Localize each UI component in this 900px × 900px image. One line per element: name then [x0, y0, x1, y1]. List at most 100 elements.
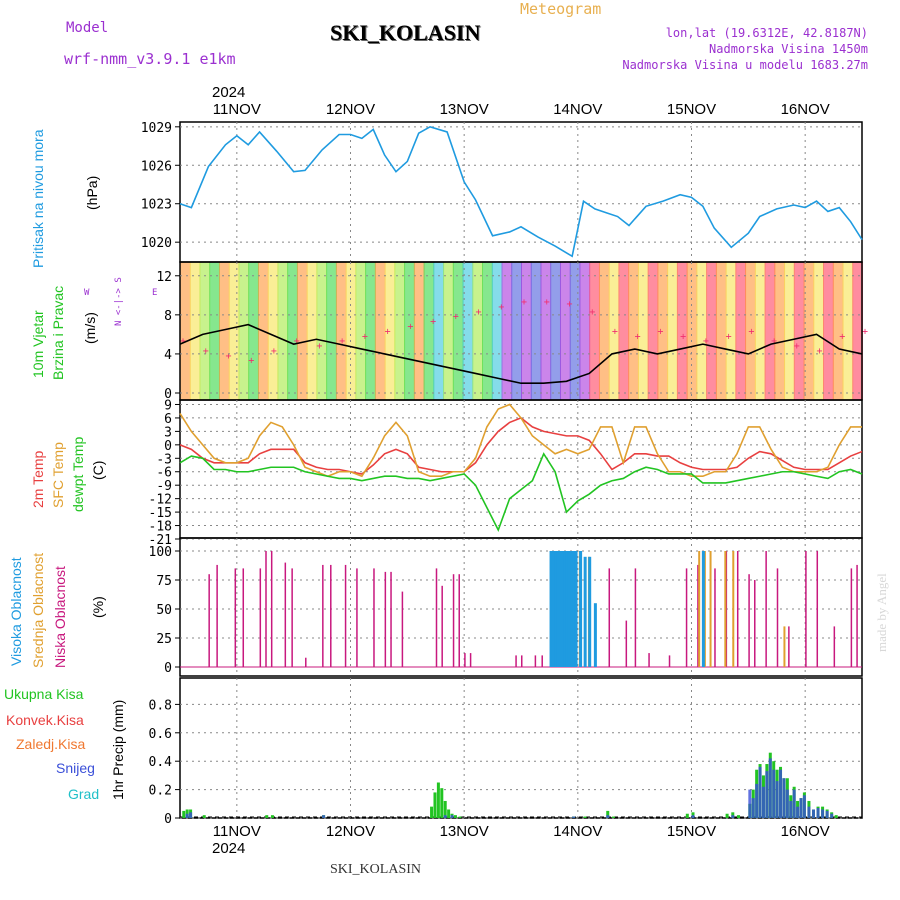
wind-compass-e: E: [152, 288, 158, 298]
mid-cloud-bar: [783, 626, 786, 667]
low-cloud-bar: [788, 626, 790, 667]
wind-barb-band: [598, 262, 610, 400]
model-name: wrf-nmm_v3.9.1 e1km: [64, 50, 236, 68]
low-cloud-bar: [259, 568, 262, 667]
direction-mark: +: [385, 326, 391, 337]
wind-barb-band: [559, 262, 571, 400]
low-cloud-bar: [736, 551, 739, 667]
wind-barb-band: [335, 262, 347, 400]
precip-total-bar: [736, 815, 740, 818]
direction-mark: +: [726, 331, 732, 342]
panel-frame-clouds: [179, 537, 863, 677]
high-cloud-bar: [565, 551, 569, 667]
low-cloud-bar: [344, 564, 347, 667]
mid-cloud-bar: [698, 551, 701, 667]
precip-snow-bar: [189, 812, 193, 818]
low-cloud-bar: [390, 571, 392, 667]
wind-barb-band: [413, 262, 425, 400]
direction-mark: +: [180, 336, 186, 347]
direction-mark: +: [794, 341, 800, 352]
direction-mark: +: [612, 326, 618, 337]
y-tick-label: -21: [149, 533, 172, 548]
year-label-bottom: 2024: [212, 840, 246, 857]
precip-snow-bar: [751, 798, 755, 818]
wind-barb-band: [296, 262, 308, 400]
y-tick-label: 1026: [141, 159, 172, 174]
wind-barb-band: [287, 262, 298, 400]
wind-barb-band: [628, 262, 639, 400]
high-cloud-bar: [593, 603, 597, 667]
precip-total-bar: [265, 815, 269, 818]
wind-barb-band: [842, 262, 854, 400]
station-title: SKI_KOLASIN: [330, 20, 481, 45]
direction-mark: +: [703, 336, 709, 347]
high-cloud-bar: [554, 551, 558, 667]
wind-barb-band: [618, 262, 630, 400]
direction-mark: +: [498, 302, 504, 313]
wind-barb-band: [374, 262, 386, 400]
precip-total-bar: [433, 792, 437, 818]
low-cloud-bar: [805, 551, 807, 667]
wind-barb-band: [793, 262, 805, 400]
temp-line-sfc: [179, 403, 862, 478]
wind-barb-band: [433, 262, 445, 400]
low-cloud-bar: [208, 574, 210, 667]
x-tick-label-bottom: 15NOV: [667, 823, 716, 840]
wind-barb-band: [667, 262, 678, 400]
high-cloud-bar: [570, 551, 574, 667]
direction-mark: +: [748, 326, 754, 337]
x-tick-label-top: 15NOV: [667, 101, 716, 118]
precip-snow-bar: [755, 783, 759, 818]
low-cloud-bar: [284, 562, 287, 667]
high-cloud-bar: [701, 551, 705, 667]
direction-mark: +: [225, 351, 231, 362]
y-tick-label: 9: [164, 398, 172, 413]
wind-barb-band: [725, 262, 737, 400]
precip-snow-bar: [691, 815, 695, 818]
direction-mark: +: [339, 336, 345, 347]
direction-mark: +: [430, 317, 436, 328]
low-cloud-bar: [464, 653, 466, 667]
low-cloud-bar: [697, 564, 699, 667]
low-cloud-bar: [541, 655, 543, 667]
x-tick-label-bottom: 14NOV: [553, 823, 602, 840]
y-tick-label: 100: [149, 545, 172, 560]
wind-barb-band: [277, 262, 289, 400]
low-cloud-bar: [242, 568, 245, 667]
precip-total-bar: [611, 816, 615, 818]
wind-barb-band: [404, 262, 415, 400]
wind-compass-w: W: [84, 288, 90, 298]
x-tick-label-top: 14NOV: [553, 101, 602, 118]
wind-barb-band: [238, 262, 250, 400]
mid-cloud-bar: [709, 551, 712, 667]
low-cloud-bar: [850, 568, 853, 667]
wind-barb-band: [443, 262, 454, 400]
direction-mark: +: [521, 297, 527, 308]
y-tick-label: -18: [149, 520, 172, 535]
wind-barb-band: [764, 262, 776, 400]
wind-barb-band: [306, 262, 318, 400]
high-cloud-bar: [572, 551, 576, 667]
direction-mark: +: [589, 307, 595, 318]
wind-barb-band: [189, 262, 201, 400]
high-cloud-bar: [579, 551, 583, 667]
direction-mark: +: [476, 307, 482, 318]
high-cloud-bar: [558, 551, 562, 667]
wind-barb-band: [316, 262, 328, 400]
precip-total-bar: [182, 810, 186, 818]
low-cloud-bar: [401, 591, 404, 667]
panel-frame-temperature: [179, 399, 863, 539]
high-cloud-bar: [588, 556, 592, 667]
low-cloud-bar: [714, 568, 716, 667]
precip-total-bar: [430, 806, 434, 818]
low-cloud-bar: [748, 574, 750, 667]
wind-barb-band: [657, 262, 669, 400]
wind-barb-band: [647, 262, 659, 400]
x-tick-label-bottom: 16NOV: [781, 823, 830, 840]
panel-frame-precip: [179, 677, 863, 819]
wind-barb-band: [569, 262, 581, 400]
direction-mark: +: [635, 331, 641, 342]
low-cloud-bar: [216, 564, 218, 667]
wind-barb-band: [540, 262, 552, 400]
precip-legend-total: Ukupna Kisa: [4, 686, 84, 702]
